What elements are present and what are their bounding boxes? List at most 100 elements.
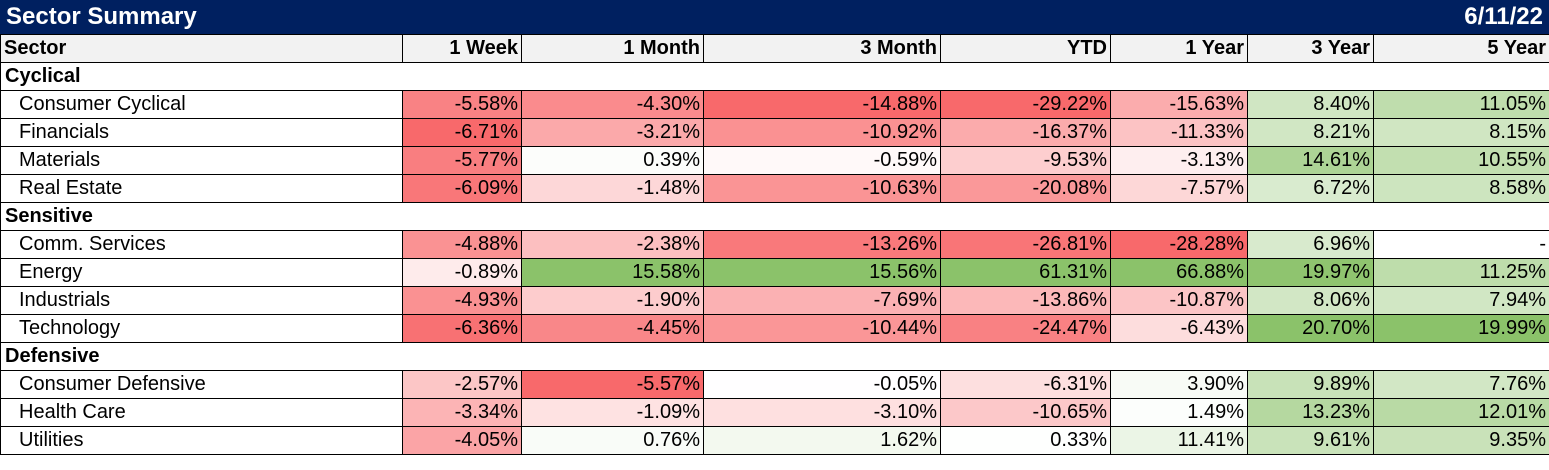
value-cell: 20.70%: [1247, 314, 1374, 343]
value-cell: 6.96%: [1247, 230, 1374, 259]
value-cell: 0.76%: [521, 426, 704, 455]
value-cell: -10.63%: [703, 174, 941, 203]
value-cell: 8.58%: [1373, 174, 1549, 203]
value-cell: -3.21%: [521, 118, 704, 147]
group-spacer-cell: [1247, 342, 1374, 371]
sector-table: Sector 1 Week 1 Month 3 Month YTD 1 Year…: [0, 34, 1549, 455]
value-cell: 6.72%: [1247, 174, 1374, 203]
title-bar: Sector Summary 6/11/22: [0, 0, 1549, 34]
value-cell: 66.88%: [1110, 258, 1248, 287]
group-spacer-cell: [940, 342, 1111, 371]
sector-name: Health Care: [0, 398, 403, 427]
col-header-1-month: 1 Month: [521, 34, 704, 63]
group-row: Defensive: [0, 342, 1549, 371]
sector-name: Technology: [0, 314, 403, 343]
group-spacer-cell: [1247, 202, 1374, 231]
value-cell: -: [1373, 230, 1549, 259]
value-cell: 19.97%: [1247, 258, 1374, 287]
col-header-1-week: 1 Week: [402, 34, 522, 63]
group-spacer-cell: [521, 342, 704, 371]
group-label: Cyclical: [0, 62, 403, 91]
value-cell: -13.26%: [703, 230, 941, 259]
value-cell: -20.08%: [940, 174, 1111, 203]
sector-name: Real Estate: [0, 174, 403, 203]
sector-name: Materials: [0, 146, 403, 175]
sector-name: Consumer Cyclical: [0, 90, 403, 119]
value-cell: -4.30%: [521, 90, 704, 119]
group-spacer-cell: [402, 342, 522, 371]
sheet-date: 6/11/22: [1464, 3, 1543, 30]
group-spacer-cell: [940, 202, 1111, 231]
group-spacer-cell: [703, 62, 941, 91]
col-header-5-year: 5 Year: [1373, 34, 1549, 63]
sector-name: Industrials: [0, 286, 403, 315]
value-cell: 1.62%: [703, 426, 941, 455]
value-cell: -3.13%: [1110, 146, 1248, 175]
value-cell: 9.35%: [1373, 426, 1549, 455]
group-spacer-cell: [1247, 62, 1374, 91]
value-cell: -14.88%: [703, 90, 941, 119]
col-header-3-year: 3 Year: [1247, 34, 1374, 63]
group-spacer-cell: [402, 202, 522, 231]
group-spacer-cell: [1110, 342, 1248, 371]
value-cell: -9.53%: [940, 146, 1111, 175]
col-header-3-month: 3 Month: [703, 34, 941, 63]
value-cell: -10.44%: [703, 314, 941, 343]
table-row: Consumer Cyclical -5.58% -4.30% -14.88% -29.…: [0, 90, 1549, 119]
table-row: Materials -5.77% 0.39% -0.59% -9.53% -3.13% 14…: [0, 146, 1549, 175]
group-row: Cyclical: [0, 62, 1549, 91]
group-spacer-cell: [521, 62, 704, 91]
value-cell: 11.41%: [1110, 426, 1248, 455]
value-cell: -4.88%: [402, 230, 522, 259]
value-cell: -10.65%: [940, 398, 1111, 427]
value-cell: -16.37%: [940, 118, 1111, 147]
value-cell: -1.90%: [521, 286, 704, 315]
group-spacer-cell: [940, 62, 1111, 91]
group-spacer-cell: [703, 202, 941, 231]
value-cell: 11.25%: [1373, 258, 1549, 287]
value-cell: -6.31%: [940, 370, 1111, 399]
value-cell: -6.71%: [402, 118, 522, 147]
sector-name: Energy: [0, 258, 403, 287]
value-cell: 10.55%: [1373, 146, 1549, 175]
value-cell: 9.61%: [1247, 426, 1374, 455]
group-spacer-cell: [703, 342, 941, 371]
value-cell: -11.33%: [1110, 118, 1248, 147]
value-cell: 0.39%: [521, 146, 704, 175]
value-cell: 8.40%: [1247, 90, 1374, 119]
table-row: Comm. Services -4.88% -2.38% -13.26% -26.81%…: [0, 230, 1549, 259]
value-cell: 8.15%: [1373, 118, 1549, 147]
table-row: Consumer Defensive -2.57% -5.57% -0.05% -6.3…: [0, 370, 1549, 399]
sector-name: Comm. Services: [0, 230, 403, 259]
group-spacer-cell: [1110, 202, 1248, 231]
group-label: Sensitive: [0, 202, 403, 231]
value-cell: -10.92%: [703, 118, 941, 147]
group-label: Defensive: [0, 342, 403, 371]
col-header-1-year: 1 Year: [1110, 34, 1248, 63]
group-row: Sensitive: [0, 202, 1549, 231]
value-cell: -1.48%: [521, 174, 704, 203]
value-cell: -6.09%: [402, 174, 522, 203]
table-row: Real Estate -6.09% -1.48% -10.63% -20.08% -7.…: [0, 174, 1549, 203]
value-cell: -13.86%: [940, 286, 1111, 315]
value-cell: 14.61%: [1247, 146, 1374, 175]
value-cell: 7.76%: [1373, 370, 1549, 399]
group-spacer-cell: [1110, 62, 1248, 91]
value-cell: -0.05%: [703, 370, 941, 399]
value-cell: -2.38%: [521, 230, 704, 259]
value-cell: 9.89%: [1247, 370, 1374, 399]
table-row: Energy -0.89% 15.58% 15.56% 61.31% 66.88% 19.9…: [0, 258, 1549, 287]
value-cell: 15.58%: [521, 258, 704, 287]
group-spacer-cell: [1373, 342, 1549, 371]
value-cell: 19.99%: [1373, 314, 1549, 343]
table-row: Industrials -4.93% -1.90% -7.69% -13.86% -10.…: [0, 286, 1549, 315]
value-cell: 0.33%: [940, 426, 1111, 455]
value-cell: -4.93%: [402, 286, 522, 315]
value-cell: 7.94%: [1373, 286, 1549, 315]
value-cell: -6.43%: [1110, 314, 1248, 343]
table-row: Utilities -4.05% 0.76% 1.62% 0.33% 11.41% 9.61…: [0, 426, 1549, 455]
value-cell: 15.56%: [703, 258, 941, 287]
value-cell: 12.01%: [1373, 398, 1549, 427]
value-cell: -4.05%: [402, 426, 522, 455]
